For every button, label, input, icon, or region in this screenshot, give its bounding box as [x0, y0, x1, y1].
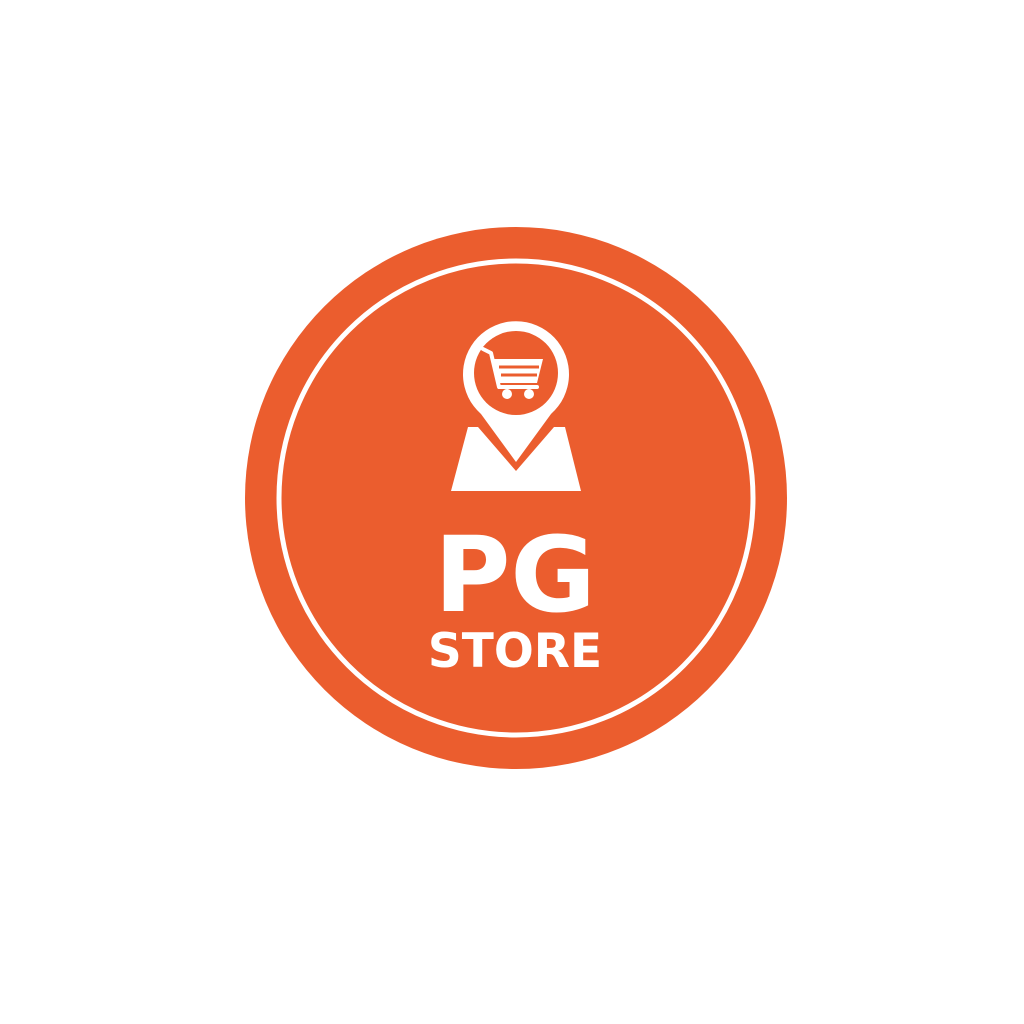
logo-inner-ring	[276, 258, 756, 738]
logo-background-circle	[245, 227, 787, 769]
shopping-cart-icon	[481, 347, 543, 399]
pg-store-logo: PG STORE	[245, 227, 787, 769]
brand-name: PG	[434, 514, 596, 636]
brand-tagline: STORE	[428, 624, 602, 679]
